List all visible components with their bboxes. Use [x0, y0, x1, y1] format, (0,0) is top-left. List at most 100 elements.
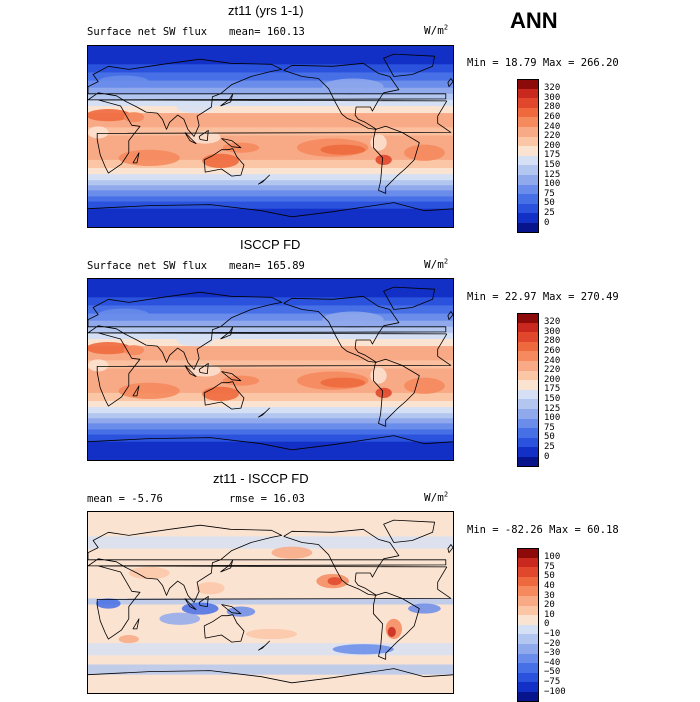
- coastline: [447, 78, 453, 87]
- coastline: [88, 291, 447, 370]
- colorbar-swatch: [517, 79, 539, 90]
- colorbar-tick-label: 0: [544, 619, 550, 630]
- colorbar-tick-label: 240: [544, 121, 561, 132]
- panel-3-title: zt11 - ISCCP FD: [213, 471, 309, 486]
- colorbar-swatch: [517, 447, 539, 458]
- colorbar-swatch: [517, 644, 539, 655]
- colorbar-tick-label: 100: [544, 179, 561, 190]
- panel-3-mean-label: mean = -5.76: [87, 493, 163, 505]
- panel-1-mean-label: mean= 160.13: [229, 26, 305, 38]
- colorbar-tick-label: 280: [544, 336, 561, 347]
- colorbar-tick-label: 240: [544, 355, 561, 366]
- coastline: [220, 326, 234, 340]
- colorbar-tick-label: 50: [544, 198, 555, 209]
- colorbar-tick-label: −75: [544, 676, 561, 687]
- coastline: [132, 618, 140, 630]
- panel-2-title: ISCCP FD: [240, 237, 301, 252]
- colorbar-swatch: [517, 361, 539, 372]
- colorbar-tick-label: 40: [544, 580, 555, 591]
- colorbar-swatch: [517, 457, 539, 468]
- panel-2-minmax: Min = 22.97 Max = 270.49: [467, 291, 619, 303]
- coastline: [447, 311, 453, 320]
- panel-1-variable-label: Surface net SW flux: [87, 26, 208, 38]
- colorbar-tick-label: −20: [544, 638, 561, 649]
- colorbar-tick-label: 25: [544, 441, 555, 452]
- coastline: [184, 132, 197, 144]
- panel-1-map: [87, 45, 454, 228]
- coastline: [88, 435, 453, 451]
- colorbar-tick-label: 30: [544, 590, 555, 601]
- coastline: [447, 544, 453, 553]
- colorbar-tick-label: −30: [544, 648, 561, 659]
- colorbar-swatch: [517, 624, 539, 635]
- colorbar-tick-label: 150: [544, 159, 561, 170]
- colorbar-tick-label: 300: [544, 326, 561, 337]
- coastline: [96, 332, 452, 407]
- colorbar-tick-label: 75: [544, 188, 555, 199]
- coastline: [257, 174, 270, 185]
- colorbar-tick-label: 260: [544, 111, 561, 122]
- coastline: [88, 524, 447, 603]
- colorbar-tick-label: 175: [544, 150, 561, 161]
- panel-2-variable-label: Surface net SW flux: [87, 260, 208, 272]
- coastline: [96, 565, 452, 640]
- coastline: [184, 365, 197, 377]
- colorbar-tick-label: 0: [544, 217, 550, 228]
- colorbar-tick-label: −40: [544, 657, 561, 668]
- colorbar-swatch: [517, 127, 539, 138]
- panel-2-map: [87, 278, 454, 461]
- coastline: [221, 138, 242, 149]
- colorbar-swatch: [517, 223, 539, 234]
- colorbar-tick-label: 75: [544, 422, 555, 433]
- coastline: [257, 640, 270, 651]
- colorbar-tick-label: −50: [544, 667, 561, 678]
- colorbar-swatch: [517, 88, 539, 99]
- coastline: [96, 99, 452, 174]
- colorbar-swatch: [517, 634, 539, 645]
- colorbar-swatch: [517, 146, 539, 157]
- colorbar-tick-label: 100: [544, 413, 561, 424]
- coastline: [221, 371, 242, 382]
- colorbar-swatch: [517, 194, 539, 205]
- colorbar-swatch: [517, 117, 539, 128]
- colorbar-swatch: [517, 107, 539, 118]
- coastline: [283, 528, 400, 596]
- panel-1-title: zt11 (yrs 1-1): [228, 3, 304, 18]
- coastline: [198, 363, 209, 374]
- colorbar-tick-label: 150: [544, 393, 561, 404]
- coastline: [203, 381, 245, 410]
- panel-1-minmax: Min = 18.79 Max = 266.20: [467, 57, 619, 69]
- colorbar-swatch: [517, 351, 539, 362]
- colorbar-swatch: [517, 663, 539, 674]
- colorbar-swatch: [517, 428, 539, 439]
- coastline: [88, 202, 453, 218]
- panel-2-units: W/m2: [424, 257, 449, 271]
- map-field: [88, 512, 453, 693]
- coastline: [283, 295, 400, 363]
- coastline: [198, 596, 209, 607]
- colorbar-swatch: [517, 341, 539, 352]
- colorbar-swatch: [517, 682, 539, 693]
- colorbar-swatch: [517, 165, 539, 176]
- panel-3-minmax: Min = -82.26 Max = 60.18: [467, 524, 619, 536]
- colorbar-swatch: [517, 370, 539, 381]
- colorbar-swatch: [517, 586, 539, 597]
- colorbar-swatch: [517, 548, 539, 559]
- coastline: [198, 130, 209, 141]
- panel-3-map: [87, 511, 454, 694]
- colorbar-swatch: [517, 184, 539, 195]
- colorbar-tick-label: 260: [544, 345, 561, 356]
- coastline: [383, 519, 436, 543]
- coastline: [383, 286, 436, 310]
- coastline: [184, 598, 197, 610]
- coastline: [88, 668, 453, 684]
- colorbar-swatch: [517, 409, 539, 420]
- colorbar-swatch: [517, 313, 539, 324]
- colorbar-swatch: [517, 389, 539, 400]
- panel-3-units: W/m2: [424, 490, 449, 504]
- colorbar-tick-label: 200: [544, 140, 561, 151]
- colorbar-swatch: [517, 615, 539, 626]
- map-field: [88, 279, 453, 460]
- coastline: [203, 148, 245, 177]
- coastline: [257, 407, 270, 418]
